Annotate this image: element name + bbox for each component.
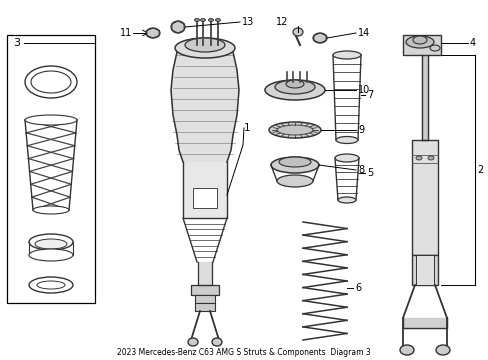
Ellipse shape [268,122,320,138]
Ellipse shape [25,66,77,98]
Ellipse shape [194,18,199,22]
Bar [193,188,217,208]
Ellipse shape [276,125,312,135]
Ellipse shape [35,239,67,249]
Ellipse shape [427,156,433,160]
Text: 10: 10 [357,85,369,95]
Polygon shape [198,262,212,285]
Ellipse shape [412,36,426,44]
Ellipse shape [25,115,77,125]
Ellipse shape [171,21,184,33]
Ellipse shape [29,277,73,293]
Bar [7,35,95,303]
Text: 8: 8 [357,165,364,175]
Ellipse shape [146,28,160,38]
Text: 5: 5 [366,168,372,178]
Text: 12: 12 [275,17,287,27]
Ellipse shape [187,338,198,346]
Ellipse shape [337,197,355,203]
Ellipse shape [332,51,360,59]
Ellipse shape [33,206,69,214]
Polygon shape [402,318,446,328]
Ellipse shape [184,38,224,52]
Bar [402,35,440,55]
Text: 2: 2 [476,165,482,175]
Ellipse shape [29,249,73,261]
Text: 13: 13 [242,17,254,27]
Polygon shape [183,162,226,218]
Text: 7: 7 [366,90,372,100]
Bar [411,255,437,285]
Text: 1: 1 [244,123,250,133]
Ellipse shape [175,38,235,58]
Ellipse shape [29,234,73,250]
Ellipse shape [208,18,213,22]
Bar [415,255,433,285]
Ellipse shape [285,80,304,88]
Bar [191,285,219,295]
Polygon shape [171,52,239,162]
Ellipse shape [292,28,303,36]
Text: 6: 6 [354,283,360,293]
Ellipse shape [270,157,318,173]
Text: 11: 11 [120,28,132,38]
Ellipse shape [200,18,205,22]
Ellipse shape [215,18,220,22]
Text: 4: 4 [469,38,475,48]
Ellipse shape [335,136,357,144]
Bar [195,295,215,303]
Bar [195,303,215,311]
Text: 9: 9 [357,125,364,135]
Ellipse shape [405,36,433,48]
Text: 14: 14 [357,28,369,38]
Ellipse shape [37,281,65,289]
Ellipse shape [276,175,312,187]
Ellipse shape [312,33,326,43]
Ellipse shape [334,154,358,162]
Ellipse shape [415,156,421,160]
Ellipse shape [399,345,413,355]
Ellipse shape [31,71,71,93]
Ellipse shape [264,80,325,100]
Polygon shape [421,55,427,140]
Text: 3: 3 [14,38,20,48]
Ellipse shape [429,45,439,51]
Ellipse shape [274,80,314,94]
Text: 2023 Mercedes-Benz C63 AMG S Struts & Components  Diagram 3: 2023 Mercedes-Benz C63 AMG S Struts & Co… [117,348,370,357]
Ellipse shape [279,157,310,167]
Ellipse shape [435,345,449,355]
Ellipse shape [212,338,222,346]
Bar [411,140,437,255]
